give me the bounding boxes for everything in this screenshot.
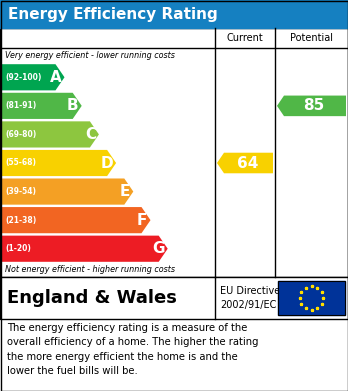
Text: B: B (67, 99, 79, 113)
Polygon shape (277, 95, 346, 116)
Text: Very energy efficient - lower running costs: Very energy efficient - lower running co… (5, 51, 175, 60)
Text: EU Directive
2002/91/EC: EU Directive 2002/91/EC (220, 286, 280, 310)
Text: C: C (85, 127, 96, 142)
Text: D: D (101, 156, 113, 170)
Text: (21-38): (21-38) (5, 216, 36, 225)
Text: (1-20): (1-20) (5, 244, 31, 253)
Polygon shape (2, 121, 99, 147)
Text: 85: 85 (303, 99, 324, 113)
Bar (278, 281, 345, 315)
Text: (55-68): (55-68) (5, 158, 36, 167)
Text: (69-80): (69-80) (5, 130, 36, 139)
Bar (278, 281, 345, 315)
Text: F: F (137, 213, 148, 228)
Bar (0, 0, 348, 28)
Text: G: G (152, 241, 165, 256)
Text: (92-100): (92-100) (5, 73, 41, 82)
Text: Potential: Potential (290, 33, 333, 43)
Polygon shape (2, 93, 82, 119)
Text: Energy Efficiency Rating: Energy Efficiency Rating (8, 7, 218, 22)
Text: (39-54): (39-54) (5, 187, 36, 196)
Text: The energy efficiency rating is a measure of the
overall efficiency of a home. T: The energy efficiency rating is a measur… (7, 323, 259, 376)
Text: Not energy efficient - higher running costs: Not energy efficient - higher running co… (5, 265, 175, 274)
Text: A: A (50, 70, 62, 85)
Polygon shape (2, 150, 116, 176)
Bar (0, 277, 348, 319)
Bar (0, 28, 348, 277)
Polygon shape (2, 64, 64, 90)
Text: Current: Current (227, 33, 263, 43)
Text: 64: 64 (237, 156, 258, 170)
Polygon shape (2, 236, 168, 262)
Polygon shape (2, 178, 133, 204)
Text: England & Wales: England & Wales (7, 289, 177, 307)
Polygon shape (2, 207, 150, 233)
Polygon shape (217, 153, 273, 173)
Text: (81-91): (81-91) (5, 101, 36, 110)
Text: E: E (120, 184, 130, 199)
